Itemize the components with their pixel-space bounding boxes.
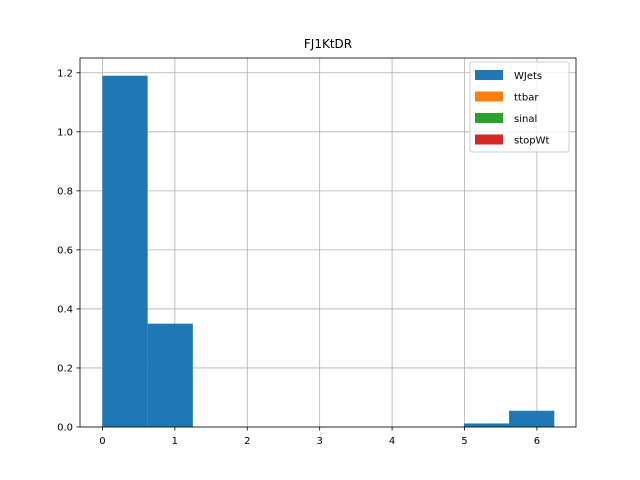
legend-swatch: [475, 91, 503, 102]
legend-box: [469, 61, 570, 153]
legend-swatch: [475, 70, 503, 80]
y-tick-label: 0.4: [57, 304, 73, 315]
legend-swatch: [475, 134, 503, 145]
histogram-bar: [147, 323, 193, 427]
y-tick-label: 0.0: [57, 423, 73, 434]
y-tick-label: 0.2: [57, 363, 73, 374]
plot-frame: [79, 57, 577, 428]
legend-label: ttbar: [514, 93, 539, 104]
y-tick-label: 0.6: [57, 245, 73, 256]
legend-swatch: [475, 113, 503, 123]
x-tick-label: 0: [99, 436, 105, 447]
bars: [102, 75, 555, 427]
y-tick-label: 1.0: [57, 127, 73, 138]
x-tick-label: 1: [172, 436, 178, 447]
histogram-bar: [102, 75, 148, 427]
legend-label: sinal: [514, 114, 537, 125]
histogram-bar: [463, 423, 510, 427]
legend-label: stopWt: [514, 136, 549, 147]
x-tick-label: 4: [389, 436, 395, 447]
axis-ticks: 0 1 2 3 4 5 6 0.0 0.2 0.4 0.6 0.8 1.0 1.2: [57, 68, 540, 447]
chart-title: FJ1KtDR: [304, 37, 352, 51]
x-tick-label: 2: [244, 436, 250, 447]
y-tick-label: 0.8: [57, 186, 73, 197]
x-tick-label: 3: [316, 436, 322, 447]
y-tick-label: 1.2: [57, 68, 73, 79]
x-tick-label: 6: [534, 436, 540, 447]
legend-label: WJets: [514, 71, 542, 82]
histogram-bar: [509, 410, 555, 427]
legend: WJets ttbar sinal stopWt: [469, 61, 570, 153]
x-tick-label: 5: [461, 436, 467, 447]
